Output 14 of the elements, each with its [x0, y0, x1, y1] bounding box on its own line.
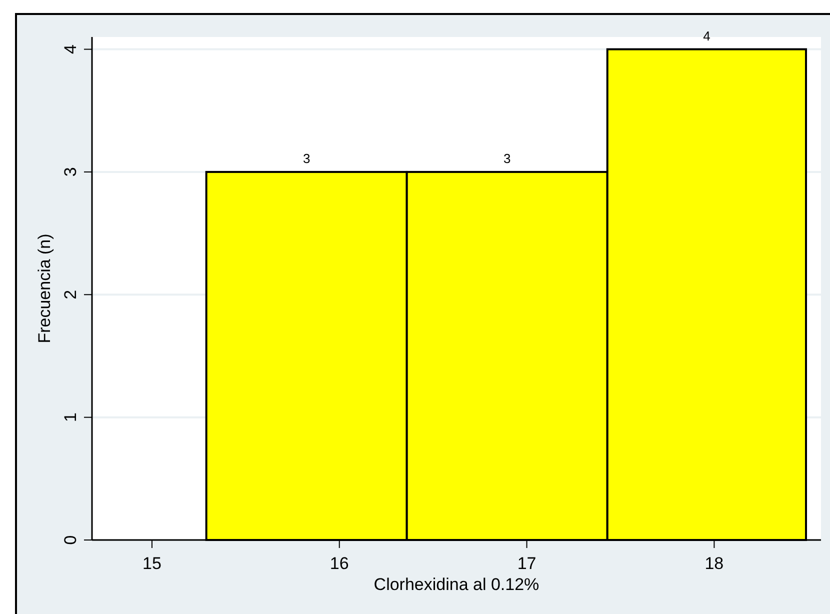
- x-tick-label: 16: [330, 554, 349, 573]
- data-label: 4: [703, 28, 710, 44]
- y-tick-label: 3: [61, 167, 80, 177]
- y-tick-label: 1: [61, 412, 80, 422]
- x-tick-label: 18: [704, 554, 724, 573]
- x-axis-title: Clorhexidina al 0.12%: [374, 575, 540, 594]
- y-tick-label: 0: [61, 535, 80, 545]
- x-tick-label: 17: [517, 554, 536, 573]
- y-axis-title: Frecuencia (n): [35, 234, 54, 344]
- y-tick-label: 4: [61, 44, 80, 54]
- y-tick-label: 2: [61, 290, 80, 300]
- data-label: 3: [503, 150, 511, 166]
- x-tick-label: 15: [142, 554, 162, 573]
- data-label: 3: [302, 150, 310, 166]
